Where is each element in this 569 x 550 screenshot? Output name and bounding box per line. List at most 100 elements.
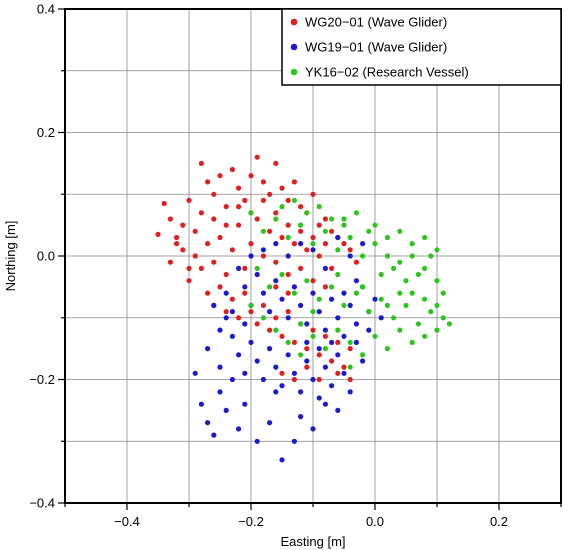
point-series-0 xyxy=(254,154,260,160)
point-series-1 xyxy=(236,352,242,358)
legend-marker-0 xyxy=(290,18,298,26)
point-series-1 xyxy=(316,346,322,352)
point-series-0 xyxy=(211,191,217,197)
x-axis-title: Easting [m] xyxy=(280,534,345,549)
point-series-1 xyxy=(217,327,223,333)
point-series-2 xyxy=(434,247,440,253)
point-series-0 xyxy=(229,166,235,173)
point-series-2 xyxy=(291,290,297,296)
point-series-2 xyxy=(335,271,341,278)
point-series-2 xyxy=(440,290,446,296)
y-tick-label: 0.2 xyxy=(37,125,55,140)
point-series-2 xyxy=(415,271,421,278)
point-series-0 xyxy=(341,241,347,247)
x-tick-label: −0.2 xyxy=(238,514,264,529)
point-series-2 xyxy=(254,265,260,271)
legend-label-1: WG19−01 (Wave Glider) xyxy=(305,40,447,55)
point-series-1 xyxy=(242,284,248,290)
point-series-0 xyxy=(322,284,328,290)
point-series-1 xyxy=(291,370,297,376)
point-series-2 xyxy=(372,241,378,247)
point-series-1 xyxy=(229,309,235,315)
point-series-0 xyxy=(310,234,316,241)
point-series-2 xyxy=(409,290,415,296)
point-series-1 xyxy=(229,333,235,339)
point-series-0 xyxy=(198,210,204,216)
point-series-0 xyxy=(285,271,291,278)
point-series-2 xyxy=(273,327,279,333)
point-series-2 xyxy=(422,265,428,271)
point-series-0 xyxy=(267,191,273,197)
point-series-1 xyxy=(310,376,316,383)
point-series-1 xyxy=(279,383,285,389)
point-series-2 xyxy=(434,302,440,308)
point-series-0 xyxy=(223,204,229,210)
point-series-0 xyxy=(316,253,322,259)
point-series-2 xyxy=(372,222,378,228)
point-series-0 xyxy=(310,191,316,197)
point-series-0 xyxy=(223,271,229,278)
point-series-0 xyxy=(236,222,242,228)
y-axis-title: Northing [m] xyxy=(3,221,18,292)
point-series-0 xyxy=(322,333,328,339)
point-series-0 xyxy=(291,339,297,345)
x-tick-labels: −0.4 −0.2 0.0 0.2 xyxy=(114,514,508,529)
point-series-0 xyxy=(310,278,316,284)
point-series-0 xyxy=(198,160,204,166)
point-series-1 xyxy=(341,290,347,296)
point-series-1 xyxy=(291,284,297,290)
point-series-2 xyxy=(341,302,347,308)
point-series-2 xyxy=(298,321,304,327)
point-series-0 xyxy=(316,222,322,228)
point-series-0 xyxy=(167,259,173,265)
point-series-1 xyxy=(248,339,254,345)
point-series-1 xyxy=(304,358,310,364)
legend: WG20−01 (Wave Glider) WG19−01 (Wave Glid… xyxy=(281,8,562,86)
point-series-2 xyxy=(298,222,304,228)
point-series-2 xyxy=(260,228,266,234)
point-series-0 xyxy=(174,234,180,241)
y-tick-label: −0.2 xyxy=(29,372,55,387)
point-series-1 xyxy=(335,315,341,321)
point-series-0 xyxy=(205,179,211,185)
x-tick-label: 0.2 xyxy=(490,514,508,529)
y-tick-label: 0.4 xyxy=(37,2,55,17)
point-series-2 xyxy=(316,296,322,302)
point-series-2 xyxy=(310,241,316,247)
point-series-2 xyxy=(434,327,440,333)
point-series-0 xyxy=(347,346,353,352)
point-series-1 xyxy=(260,290,266,296)
point-series-1 xyxy=(248,253,254,259)
point-series-0 xyxy=(155,231,161,237)
point-series-1 xyxy=(304,339,310,345)
point-series-1 xyxy=(322,265,328,271)
point-series-1 xyxy=(260,376,266,383)
point-series-2 xyxy=(291,197,297,203)
point-series-1 xyxy=(205,420,211,426)
point-series-0 xyxy=(192,228,198,234)
data-points xyxy=(155,154,452,463)
point-series-2 xyxy=(335,327,341,333)
point-series-1 xyxy=(273,241,279,247)
point-series-2 xyxy=(304,210,310,216)
point-series-1 xyxy=(242,321,248,327)
point-series-1 xyxy=(335,234,341,241)
point-series-1 xyxy=(211,302,217,308)
point-series-2 xyxy=(298,352,304,358)
point-series-0 xyxy=(161,200,167,207)
axis-ticks xyxy=(58,8,562,510)
point-series-1 xyxy=(285,315,291,321)
point-series-1 xyxy=(353,339,359,345)
point-series-0 xyxy=(273,210,279,216)
point-series-2 xyxy=(310,309,316,315)
point-series-2 xyxy=(360,253,366,259)
point-series-0 xyxy=(242,197,248,203)
point-series-0 xyxy=(198,265,204,271)
point-series-0 xyxy=(267,228,273,234)
point-series-0 xyxy=(260,197,266,203)
point-series-2 xyxy=(397,290,403,296)
point-series-2 xyxy=(248,302,254,308)
point-series-0 xyxy=(192,253,198,259)
point-series-0 xyxy=(211,259,217,265)
point-series-0 xyxy=(174,241,180,247)
